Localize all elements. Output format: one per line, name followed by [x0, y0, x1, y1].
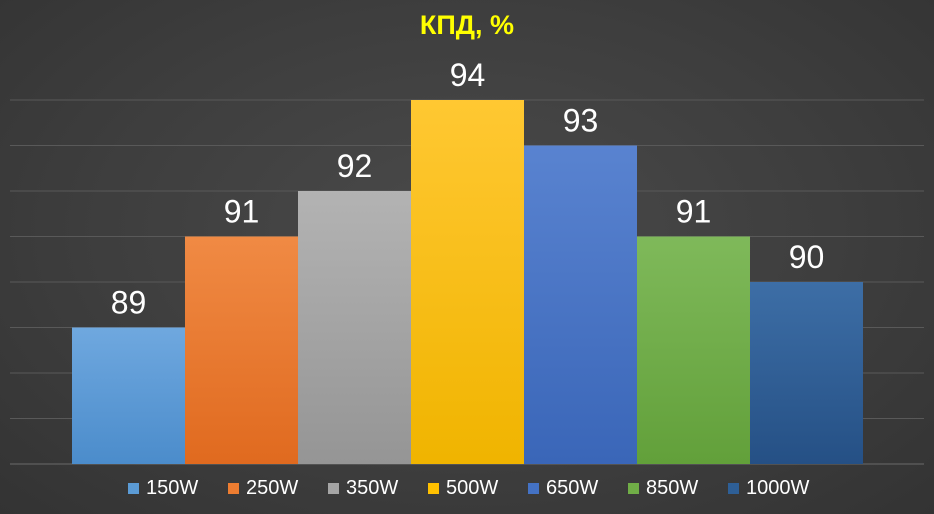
bar-250w — [185, 236, 298, 464]
legend: 150W 250W 350W 500W 650W 850W 1000W — [128, 477, 809, 499]
legend-swatch-850w — [628, 483, 639, 494]
data-label-250w: 91 — [224, 194, 260, 230]
legend-swatch-250w — [228, 483, 239, 494]
data-label-150w: 89 — [111, 285, 147, 321]
legend-label-1000w: 1000W — [746, 477, 809, 499]
bar-350w — [298, 191, 411, 464]
bar-1000w — [750, 282, 863, 464]
bar-850w — [637, 236, 750, 464]
legend-label-150w: 150W — [146, 477, 198, 499]
data-label-350w: 92 — [337, 148, 373, 184]
legend-label-500w: 500W — [446, 477, 498, 499]
legend-swatch-1000w — [728, 483, 739, 494]
data-label-850w: 91 — [676, 194, 712, 230]
legend-label-650w: 650W — [546, 477, 598, 499]
legend-swatch-650w — [528, 483, 539, 494]
data-label-1000w: 90 — [789, 239, 825, 275]
data-label-650w: 93 — [563, 103, 599, 139]
legend-label-250w: 250W — [246, 477, 298, 499]
legend-label-850w: 850W — [646, 477, 698, 499]
legend-label-350w: 350W — [346, 477, 398, 499]
data-label-500w: 94 — [450, 57, 486, 93]
bar-500w — [411, 100, 524, 464]
bars — [72, 100, 863, 464]
data-labels: 89 91 92 94 93 91 90 — [111, 57, 825, 321]
bar-150w — [72, 327, 185, 464]
legend-swatch-500w — [428, 483, 439, 494]
bar-650w — [524, 145, 637, 464]
chart-title: КПД, % — [420, 10, 514, 40]
legend-swatch-150w — [128, 483, 139, 494]
legend-swatch-350w — [328, 483, 339, 494]
